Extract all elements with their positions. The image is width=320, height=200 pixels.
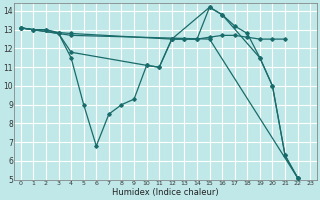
X-axis label: Humidex (Indice chaleur): Humidex (Indice chaleur) <box>112 188 219 197</box>
